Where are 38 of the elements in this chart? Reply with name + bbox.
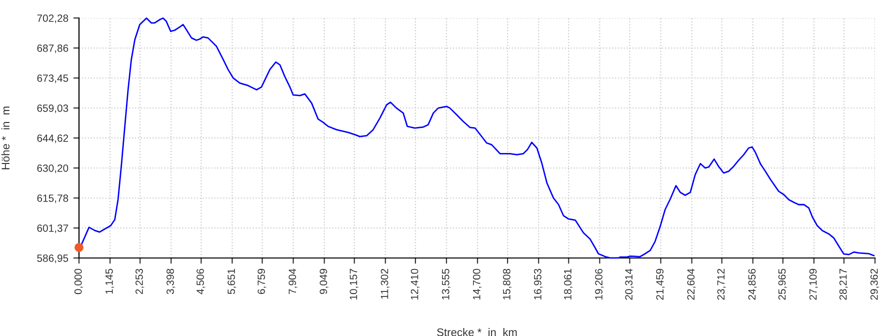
x-tick-label: 2,253 xyxy=(136,268,144,294)
x-tick-label: 0,000 xyxy=(74,268,84,294)
x-tick-label: 28,217 xyxy=(839,268,848,300)
x-tick-label: 25,965 xyxy=(778,268,787,300)
y-tick-label: 586,95 xyxy=(37,254,68,264)
y-tick-label: 659,03 xyxy=(37,104,68,114)
y-tick-label: 673,45 xyxy=(37,74,68,84)
x-tick-label: 27,109 xyxy=(809,268,818,300)
x-tick-label: 19,206 xyxy=(595,268,604,300)
x-tick-label: 10,157 xyxy=(350,268,358,300)
x-tick-label: 29,362 xyxy=(870,268,880,300)
x-tick-label: 1,145 xyxy=(106,268,114,294)
x-tick-label: 14,700 xyxy=(472,268,482,300)
y-tick-label: 687,86 xyxy=(37,44,68,54)
x-tick-label: 3,398 xyxy=(166,268,176,294)
x-tick-label: 13,555 xyxy=(442,268,450,300)
x-tick-label: 20,314 xyxy=(625,268,634,300)
x-tick-label: 18,061 xyxy=(564,268,573,300)
x-tick-label: 21,459 xyxy=(656,268,665,300)
y-tick-label: 630,20 xyxy=(37,164,68,174)
x-tick-label: 4,506 xyxy=(196,268,206,294)
x-tick-label: 11,302 xyxy=(380,268,390,299)
y-tick-label: 702,28 xyxy=(37,14,68,24)
x-tick-label: 9,049 xyxy=(320,268,328,294)
x-tick-label: 7,904 xyxy=(288,268,298,294)
y-axis-title: Höhe * in m xyxy=(1,106,10,170)
x-axis-title: Strecke * in km xyxy=(437,328,517,336)
x-tick-label: 5,651 xyxy=(228,268,236,294)
x-tick-label: 24,856 xyxy=(748,268,757,300)
x-tick-label: 15,808 xyxy=(502,268,512,300)
y-tick-label: 615,78 xyxy=(37,194,68,204)
y-tick-label: 644,62 xyxy=(37,134,68,144)
x-tick-label: 16,953 xyxy=(534,268,543,300)
x-tick-label: 6,759 xyxy=(258,268,266,294)
y-tick-label: 601,37 xyxy=(37,224,68,234)
x-tick-label: 23,712 xyxy=(717,268,726,300)
x-tick-label: 12,410 xyxy=(410,268,420,300)
x-tick-label: 22,604 xyxy=(687,268,696,300)
